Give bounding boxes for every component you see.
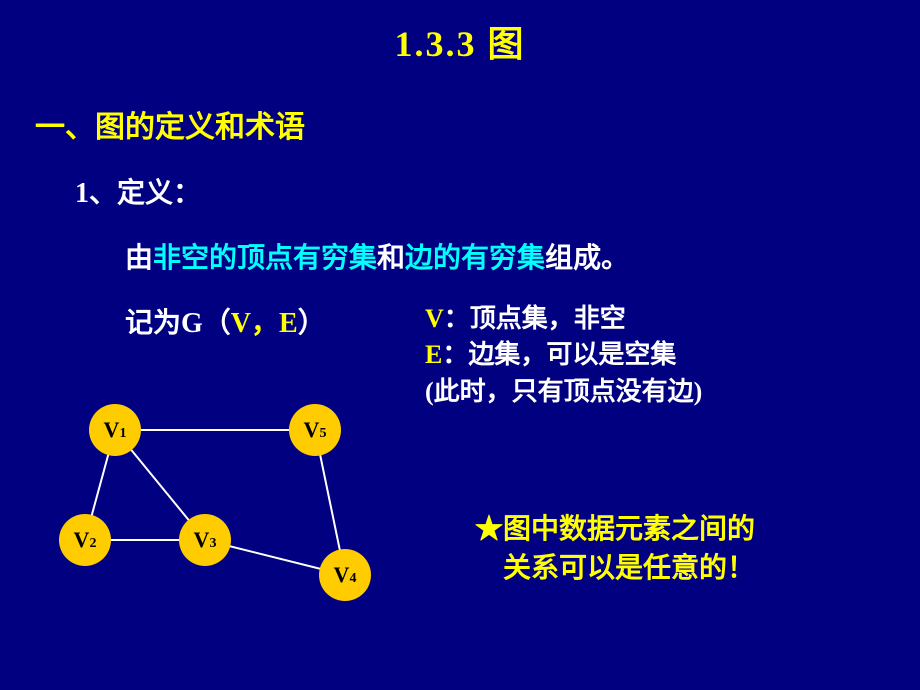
- notation-label: E: [425, 340, 442, 369]
- graph-node: V1: [89, 404, 141, 456]
- notation-line: (此时，只有顶点没有边): [425, 374, 702, 410]
- notation-e: E: [279, 308, 298, 339]
- def-text: 组成。: [545, 243, 629, 274]
- subsection-heading: 1、定义：: [75, 171, 920, 211]
- graph-node: V5: [289, 404, 341, 456]
- def-text: 和: [377, 243, 405, 274]
- def-highlight: 非空的顶点有穷集: [153, 243, 377, 274]
- notation-row: 记为G（V，E） V：顶点集，非空 E：边集，可以是空集 (此时，只有顶点没有边…: [125, 301, 920, 410]
- def-text: 由: [125, 243, 153, 274]
- definition-line: 由非空的顶点有穷集和边的有穷集组成。: [125, 236, 920, 276]
- page-title: 1.3.3 图: [0, 0, 920, 67]
- footnote-line: 关系可以是任意的！: [475, 549, 755, 588]
- graph-node: V3: [179, 514, 231, 566]
- footnote-line: ★图中数据元素之间的: [475, 510, 755, 549]
- notation-comma: ，: [251, 308, 279, 339]
- graph-node: V4: [319, 549, 371, 601]
- graph-diagram: V1 V5 V2 V3 V4: [55, 400, 435, 620]
- notation-line: V：顶点集，非空: [425, 301, 702, 337]
- footnote: ★图中数据元素之间的 关系可以是任意的！: [475, 510, 755, 588]
- notation-desc: ：顶点集，非空: [444, 304, 626, 333]
- notation-left: 记为G（V，E）: [125, 301, 425, 410]
- notation-label: V: [425, 304, 444, 333]
- notation-text: 记为G（: [125, 308, 231, 339]
- section-heading: 一、图的定义和术语: [35, 102, 920, 146]
- def-highlight: 边的有穷集: [405, 243, 545, 274]
- notation-v: V: [231, 308, 251, 339]
- notation-line: E：边集，可以是空集: [425, 337, 702, 373]
- notation-right: V：顶点集，非空 E：边集，可以是空集 (此时，只有顶点没有边): [425, 301, 702, 410]
- notation-desc: ：边集，可以是空集: [442, 340, 676, 369]
- graph-node: V2: [59, 514, 111, 566]
- notation-text: ）: [298, 308, 326, 339]
